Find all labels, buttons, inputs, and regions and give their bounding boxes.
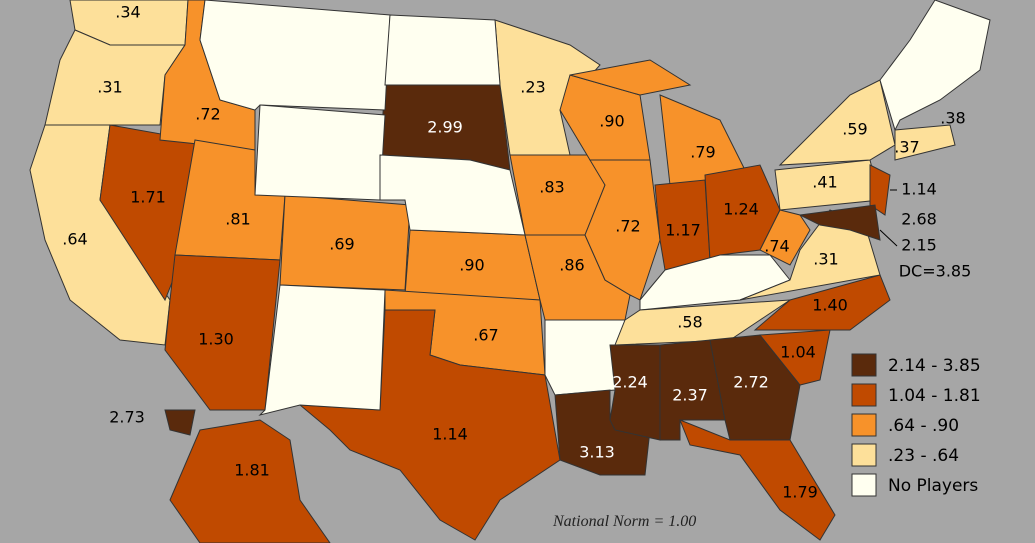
state-value: 1.04	[780, 343, 816, 362]
state-value: .90	[459, 256, 484, 275]
legend-swatch	[851, 353, 877, 377]
state	[798, 204, 881, 241]
state-value: 1.14	[901, 180, 937, 199]
legend-label: No Players	[888, 476, 978, 496]
state-value: .31	[813, 250, 838, 269]
state	[164, 254, 281, 411]
state	[759, 329, 831, 386]
state	[494, 19, 601, 156]
legend-label: .23 - .64	[888, 446, 959, 466]
state-value: 1.30	[198, 330, 234, 349]
state	[554, 389, 651, 476]
state-value: .72	[195, 105, 220, 124]
state-value: 1.81	[234, 461, 270, 480]
state	[44, 29, 186, 126]
state	[199, 0, 391, 111]
state-value: 2.72	[733, 373, 769, 392]
state	[894, 124, 956, 161]
state	[679, 419, 836, 541]
state	[254, 104, 386, 201]
state	[759, 209, 811, 266]
state-value: .38	[940, 109, 965, 128]
state-value: .74	[764, 237, 789, 256]
state-value: .41	[812, 173, 837, 192]
state-value: .83	[539, 178, 564, 197]
legend-label: 2.14 - 3.85	[888, 356, 981, 376]
state-value: .69	[329, 235, 354, 254]
state	[584, 159, 661, 301]
state	[379, 154, 526, 236]
state	[869, 164, 891, 216]
state-value: .67	[473, 326, 498, 345]
state-value: .72	[615, 217, 640, 236]
legend-label: 1.04 - 1.81	[888, 386, 981, 406]
state	[639, 254, 791, 311]
state	[778, 79, 896, 166]
legend-swatch	[851, 443, 877, 467]
state	[609, 344, 661, 441]
state-value: .37	[894, 138, 919, 157]
state-value: 1.79	[782, 483, 818, 502]
state-value: .81	[225, 210, 250, 229]
state-value: .31	[97, 78, 122, 97]
legend-swatch	[851, 473, 877, 497]
state-value: 1.40	[812, 296, 848, 315]
state-value: .90	[599, 112, 624, 131]
state	[258, 284, 386, 416]
state-value: 1.17	[665, 221, 701, 240]
state-value: 2.99	[427, 118, 463, 137]
legend-swatch	[851, 383, 877, 407]
state	[384, 14, 501, 86]
note: National Norm = 1.00	[552, 513, 696, 530]
state-value: 3.13	[579, 443, 615, 462]
dc-value: DC=3.85	[899, 262, 972, 281]
state	[753, 274, 891, 331]
state-value: .86	[559, 256, 584, 275]
state-value: 1.24	[723, 200, 759, 219]
state-value: .23	[520, 78, 545, 97]
legend: 2.14 - 3.85 1.04 - 1.81 .64 - .90 .23 - .64…	[851, 353, 981, 497]
leader-line	[879, 229, 898, 247]
state-value: 2.15	[901, 236, 937, 255]
state-value: 1.71	[130, 188, 166, 207]
state-value: 2.68	[901, 210, 937, 229]
state-value: .79	[690, 143, 715, 162]
state-value: 2.37	[672, 386, 708, 405]
state-value: .58	[677, 313, 702, 332]
state	[164, 409, 196, 436]
state	[739, 209, 881, 301]
state	[569, 59, 692, 96]
state-value: .64	[62, 230, 87, 249]
state	[169, 419, 331, 543]
legend-swatch	[851, 413, 877, 437]
state-value: 2.73	[109, 408, 145, 427]
state-value: 1.14	[432, 425, 468, 444]
state-value: 2.24	[612, 373, 648, 392]
state-value: .59	[842, 120, 867, 139]
legend-label: .64 - .90	[888, 416, 959, 436]
state	[879, 0, 991, 132]
state-value: .34	[115, 3, 140, 22]
